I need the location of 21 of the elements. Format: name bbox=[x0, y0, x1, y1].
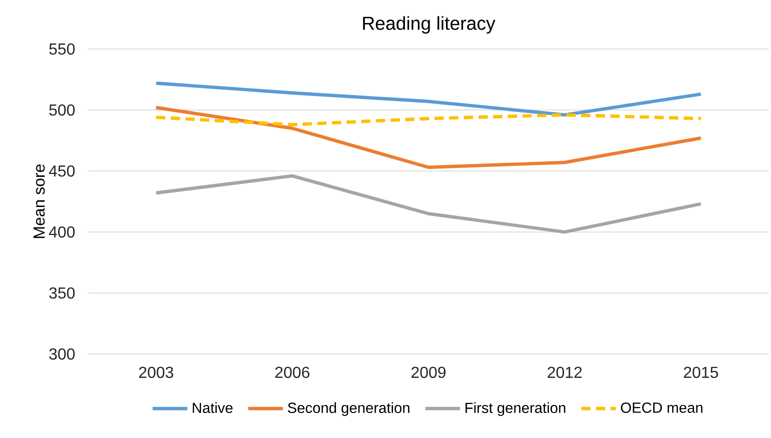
x-tick-label: 2003 bbox=[139, 366, 174, 378]
y-tick-label: 400 bbox=[48, 226, 75, 238]
x-tick-label: 2009 bbox=[412, 366, 446, 378]
y-tick-label: 550 bbox=[49, 43, 75, 55]
legend-label: Native bbox=[192, 402, 233, 414]
x-tick-label: 2012 bbox=[548, 366, 582, 378]
legend-label: Second generation bbox=[288, 402, 410, 416]
y-tick-label: 300 bbox=[49, 348, 75, 360]
legend-label: First generation bbox=[466, 402, 566, 416]
y-tick-label: 350 bbox=[49, 287, 75, 299]
x-tick-label: 2015 bbox=[684, 366, 718, 378]
line-series bbox=[154, 106, 703, 169]
line-series bbox=[154, 113, 703, 126]
y-tick-label: 500 bbox=[49, 104, 75, 116]
y-tick-label: 450 bbox=[48, 165, 75, 177]
y-axis-title: Mean sore bbox=[34, 164, 45, 238]
chart-title: Reading literacy bbox=[363, 16, 496, 34]
line-series bbox=[154, 81, 703, 117]
line-series bbox=[154, 174, 703, 234]
legend-label: OECD mean bbox=[620, 402, 702, 413]
x-tick-label: 2006 bbox=[275, 366, 310, 378]
